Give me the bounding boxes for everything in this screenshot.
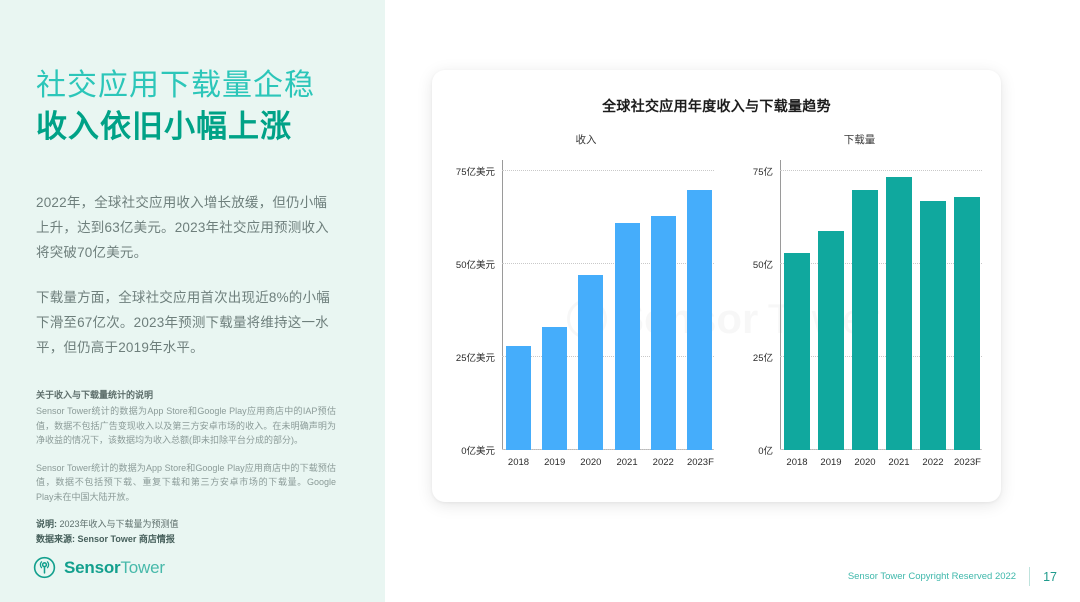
revenue-bar-2021[interactable] xyxy=(614,223,640,450)
downloads-bar-2018[interactable] xyxy=(784,252,810,450)
page-title: 社交应用下载量企稳 收入依旧小幅上涨 xyxy=(36,66,366,148)
footnote-heading: 关于收入与下载量统计的说明 xyxy=(36,390,154,400)
bar-column[interactable] xyxy=(578,160,604,450)
revenue-subchart-title: 收入 xyxy=(575,134,597,146)
note-label: 说明: xyxy=(36,519,57,529)
logo-word-sensor: Sensor xyxy=(64,557,121,577)
sensor-tower-ring-icon xyxy=(33,556,56,579)
downloads-gridline: 75亿 xyxy=(753,167,982,178)
paragraph-2: 下载量方面，全球社交应用首次出现近8%的小幅下滑至67亿次。2023年预测下载量… xyxy=(36,290,330,355)
downloads-x-label: 2023F xyxy=(954,457,981,468)
downloads-x-labels: 2018 2019 2020 2021 2022 2023F xyxy=(784,457,981,468)
logo-word-tower: Tower xyxy=(120,557,165,577)
source-value: Sensor Tower 商店情报 xyxy=(77,534,175,544)
downloads-x-label: 2021 xyxy=(888,457,910,468)
revenue-x-labels: 2018 2019 2020 2021 2022 2023F xyxy=(506,457,714,468)
revenue-x-label: 2023F xyxy=(686,457,714,468)
bar-column[interactable] xyxy=(650,160,676,450)
bar-column[interactable] xyxy=(784,160,810,450)
revenue-x-label: 2019 xyxy=(544,457,566,468)
footnote-block: 关于收入与下载量统计的说明 Sensor Tower统计的数据为App Stor… xyxy=(36,388,336,547)
downloads-gridline: 50亿 xyxy=(753,260,982,271)
downloads-y-tick-label: 50亿 xyxy=(752,260,773,272)
paragraph-1: 2022年，全球社交应用收入增长放缓，但仍小幅上升，达到63亿美元。2023年社… xyxy=(36,195,329,260)
downloads-subchart-title: 下载量 xyxy=(843,134,876,146)
footer-divider xyxy=(1029,567,1031,586)
revenue-bar-2023F[interactable] xyxy=(686,189,712,450)
revenue-gridline: 75亿美元 xyxy=(456,167,714,178)
bar-column[interactable] xyxy=(542,160,568,450)
revenue-bars xyxy=(506,160,712,450)
revenue-gridline: 50亿美元 xyxy=(456,260,714,271)
revenue-y-tick-label: 75亿美元 xyxy=(455,167,495,179)
footnote-source-line: 数据来源: Sensor Tower 商店情报 xyxy=(36,532,336,547)
note-value: 2023年收入与下载量为预测值 xyxy=(59,519,179,529)
bar-column[interactable] xyxy=(920,160,946,450)
downloads-bars xyxy=(784,160,980,450)
page-number: 17 xyxy=(1043,569,1057,584)
right-chart-area: 全球社交应用年度收入与下载量趋势 SensorTower 收入 0亿美元25亿美… xyxy=(385,0,1080,602)
footnote-note-line: 说明: 2023年收入与下载量为预测值 xyxy=(36,517,336,532)
title-line-1: 社交应用下载量企稳 xyxy=(36,69,315,102)
revenue-bar-2020[interactable] xyxy=(578,275,604,450)
copyright-text: Sensor Tower Copyright Reserved 2022 xyxy=(847,571,1017,582)
slide-footer: Sensor Tower Copyright Reserved 2022 17 xyxy=(848,567,1057,586)
revenue-bar-2022[interactable] xyxy=(650,215,676,450)
downloads-y-tick-label: 75亿 xyxy=(752,167,773,179)
downloads-x-label: 2022 xyxy=(922,457,944,468)
downloads-y-tick-label: 0亿 xyxy=(758,446,773,457)
bar-column[interactable] xyxy=(614,160,640,450)
downloads-x-label: 2018 xyxy=(786,457,808,468)
revenue-plot-area: 0亿美元 25亿美元 50亿美元 75亿美元 2018 2019 2020 2021 2022… xyxy=(456,160,714,468)
revenue-y-tick-label: 0亿美元 xyxy=(461,446,495,457)
chart-title: 全球社交应用年度收入与下载量趋势 xyxy=(602,98,831,114)
downloads-x-label: 2020 xyxy=(854,457,876,468)
body-copy: 2022年，全球社交应用收入增长放缓，但仍小幅上升，达到63亿美元。2023年社… xyxy=(36,190,336,380)
downloads-bar-2023F[interactable] xyxy=(954,197,980,450)
downloads-plot-area: 0亿 25亿 50亿 75亿 2018 2019 2020 2021 2022 2023F xyxy=(753,160,982,468)
downloads-gridline: 0亿 xyxy=(758,446,982,457)
downloads-bar-2021[interactable] xyxy=(886,176,912,450)
bar-column[interactable] xyxy=(954,160,980,450)
revenue-gridline: 0亿美元 xyxy=(461,446,714,457)
bar-column[interactable] xyxy=(886,160,912,450)
downloads-x-label: 2019 xyxy=(820,457,842,468)
downloads-bar-2022[interactable] xyxy=(920,200,946,450)
revenue-y-tick-label: 25亿美元 xyxy=(455,353,495,365)
left-text-panel: 社交应用下载量企稳 收入依旧小幅上涨 2022年，全球社交应用收入增长放缓，但仍… xyxy=(0,0,385,602)
revenue-gridline: 25亿美元 xyxy=(456,353,714,364)
revenue-bar-2018[interactable] xyxy=(506,345,531,450)
footnote-body-revenue: Sensor Tower统计的数据为App Store和Google Play应… xyxy=(36,406,336,445)
revenue-y-axis xyxy=(502,160,504,450)
sensor-tower-wordmark: SensorTower xyxy=(64,558,165,578)
downloads-y-axis xyxy=(780,160,782,450)
downloads-gridline: 25亿 xyxy=(753,353,982,364)
chart-card: 全球社交应用年度收入与下载量趋势 SensorTower 收入 0亿美元25亿美… xyxy=(432,70,1001,502)
source-label: 数据来源: xyxy=(36,534,75,544)
revenue-subchart: 收入 0亿美元 25亿美元 50亿美元 75亿美元 2018 2019 2020 2021 2… xyxy=(450,132,722,482)
downloads-subchart: 下载量 0亿 25亿 50亿 75亿 2018 2019 2020 2021 2022 2023… xyxy=(732,132,987,482)
bar-column[interactable] xyxy=(818,160,844,450)
downloads-y-tick-label: 25亿 xyxy=(752,353,773,365)
footnote-body-downloads: Sensor Tower统计的数据为App Store和Google Play应… xyxy=(36,462,336,502)
downloads-bar-2020[interactable] xyxy=(852,189,878,450)
downloads-bar-2019[interactable] xyxy=(818,230,844,450)
title-line-2: 收入依旧小幅上涨 xyxy=(36,109,292,144)
bar-column[interactable] xyxy=(686,160,712,450)
sensor-tower-logo: SensorTower xyxy=(33,556,165,579)
revenue-x-label: 2021 xyxy=(616,457,638,468)
revenue-x-label: 2018 xyxy=(507,457,530,468)
bar-column[interactable] xyxy=(852,160,878,450)
revenue-y-tick-label: 50亿美元 xyxy=(455,260,495,272)
bar-column[interactable] xyxy=(506,160,531,450)
revenue-bar-2019[interactable] xyxy=(542,327,568,450)
revenue-x-label: 2022 xyxy=(652,457,674,468)
revenue-x-label: 2020 xyxy=(580,457,602,468)
